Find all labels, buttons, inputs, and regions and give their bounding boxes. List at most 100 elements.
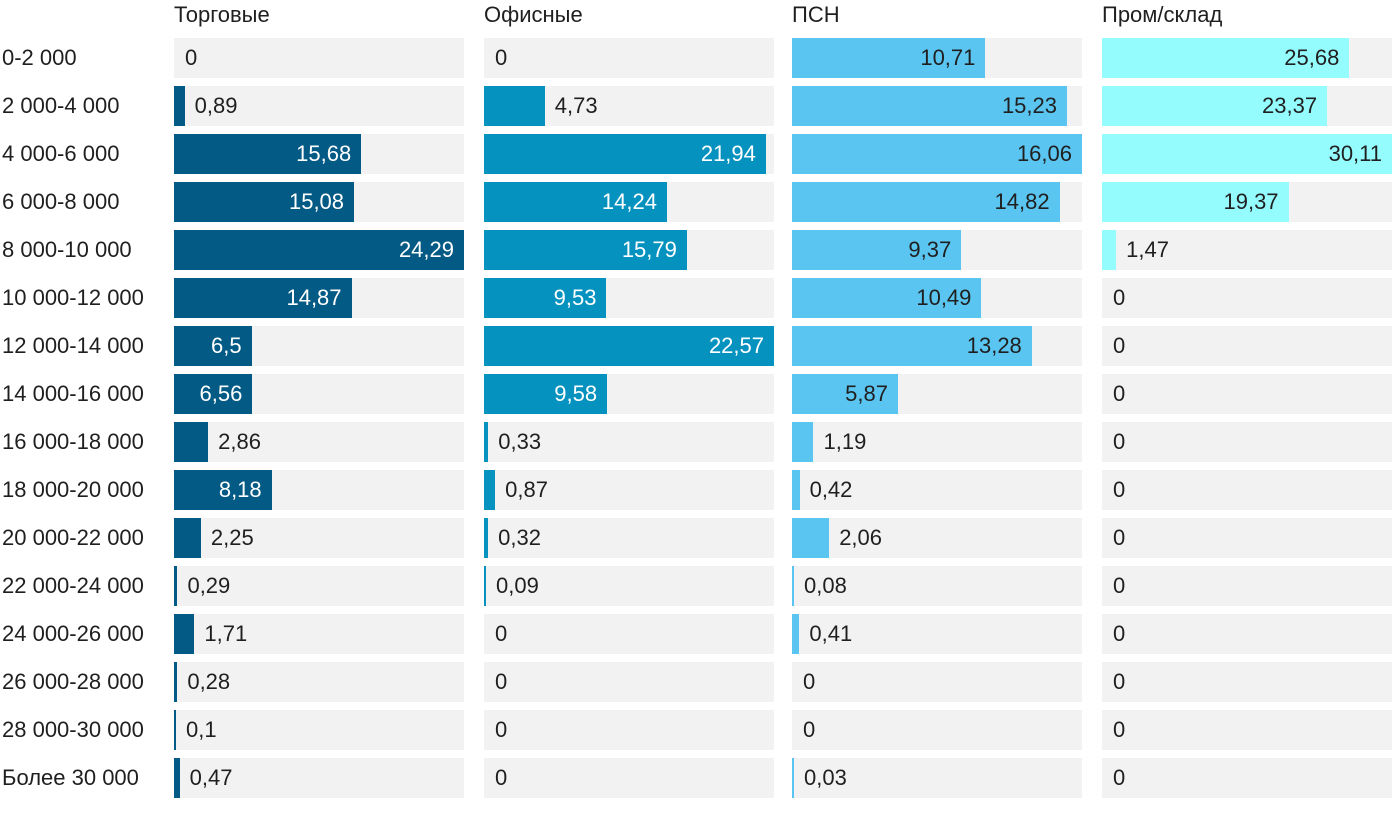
bar — [174, 230, 464, 270]
series-title-1: Торговые — [174, 2, 270, 27]
data-label: 0,1 — [186, 717, 217, 742]
category-label: 18 000-20 000 — [2, 477, 144, 502]
data-label: 2,86 — [218, 429, 261, 454]
data-label: 0 — [1113, 333, 1126, 358]
data-label: 15,79 — [621, 237, 677, 262]
data-label: 9,58 — [554, 381, 598, 406]
bar — [174, 710, 176, 750]
bar-track: 6,5 — [174, 326, 464, 366]
data-label: 0 — [1113, 573, 1126, 598]
data-label: 30,11 — [1328, 141, 1382, 166]
bar-track: 10,71 — [792, 38, 1082, 78]
data-label: 1,19 — [823, 429, 867, 454]
bar-track: 23,37 — [1102, 86, 1392, 126]
data-label: 0 — [1113, 429, 1126, 454]
bar — [792, 38, 986, 78]
data-label: 0 — [495, 669, 508, 694]
data-label: 0 — [495, 621, 508, 646]
data-label: 0 — [495, 765, 508, 790]
bar-track: 15,23 — [792, 86, 1082, 126]
data-label: 25,68 — [1284, 45, 1340, 70]
bar-track: 5,87 — [792, 374, 1082, 414]
data-label: 14,87 — [286, 285, 342, 310]
category-label: Более 30 000 — [2, 765, 139, 790]
category-label: 4 000-6 000 — [2, 141, 120, 166]
bar — [484, 230, 687, 270]
data-label: 6,5 — [211, 333, 242, 358]
data-label: 0 — [495, 45, 508, 70]
bar-track: 1,47 — [1102, 230, 1392, 270]
bar — [174, 470, 272, 510]
bar-track: 30,11 — [1102, 134, 1392, 174]
data-label: 9,37 — [908, 237, 952, 262]
bar — [174, 758, 180, 798]
data-label: 0,47 — [189, 765, 233, 790]
category-label: 28 000-30 000 — [2, 717, 144, 742]
data-label: 15,08 — [288, 189, 345, 214]
bar-track: 0 — [484, 614, 774, 654]
category-label: 6 000-8 000 — [2, 189, 120, 214]
bar-track: 0 — [1102, 422, 1392, 462]
data-label: 0,32 — [498, 525, 541, 550]
bar — [1102, 86, 1328, 126]
data-label: 15,68 — [296, 141, 352, 166]
data-label: 15,23 — [1001, 93, 1057, 118]
bar — [792, 566, 794, 606]
data-label: 8,18 — [218, 477, 262, 502]
bar-track: 0 — [484, 662, 774, 702]
series-title-3: ПСН — [792, 2, 840, 27]
data-label: 0,28 — [187, 669, 231, 694]
data-label: 0,03 — [804, 765, 847, 790]
category-label: 20 000-22 000 — [2, 525, 144, 550]
bar-track: 0,32 — [484, 518, 774, 558]
bar-track: 0,89 — [174, 86, 464, 126]
data-label: 2,25 — [210, 525, 254, 550]
bar — [174, 518, 201, 558]
series-title-4: Пром/склад — [1102, 2, 1223, 27]
bar-track: 0 — [1102, 518, 1392, 558]
bar — [484, 182, 667, 222]
bar-track: 9,53 — [484, 278, 774, 318]
bar — [174, 614, 195, 654]
bar — [792, 182, 1060, 222]
data-label: 0,87 — [505, 477, 548, 502]
bar — [792, 326, 1032, 366]
category-label: 0-2 000 — [2, 45, 77, 70]
bar-track: 0,1 — [174, 710, 464, 750]
bar-track: 15,79 — [484, 230, 774, 270]
category-label: 26 000-28 000 — [2, 669, 144, 694]
data-label: 0 — [803, 717, 816, 742]
bar-track: 22,57 — [484, 326, 774, 366]
bar — [1102, 182, 1289, 222]
bar — [792, 470, 800, 510]
category-label: 16 000-18 000 — [2, 429, 144, 454]
data-label: 0 — [1113, 477, 1126, 502]
bar — [484, 134, 766, 174]
bar — [792, 374, 898, 414]
data-label: 0,89 — [194, 93, 238, 118]
category-label: 22 000-24 000 — [2, 573, 144, 598]
category-label: 24 000-26 000 — [2, 621, 144, 646]
data-label: 14,82 — [994, 189, 1050, 214]
bar — [792, 134, 1082, 174]
bar-track: 0 — [792, 662, 1082, 702]
bar — [174, 278, 352, 318]
data-label: 9,53 — [553, 285, 597, 310]
data-label: 4,73 — [554, 93, 598, 118]
bar-track: 0,87 — [484, 470, 774, 510]
bar — [174, 86, 185, 126]
data-label: 0 — [1113, 765, 1126, 790]
bar-track: 15,68 — [174, 134, 464, 174]
bar — [792, 86, 1067, 126]
bar — [174, 374, 253, 414]
data-label: 0 — [803, 669, 816, 694]
bar-track: 0 — [1102, 326, 1392, 366]
data-label: 0,08 — [804, 573, 847, 598]
bar — [1102, 134, 1392, 174]
bar-track: 0,08 — [792, 566, 1082, 606]
data-label: 19,37 — [1223, 189, 1279, 214]
category-label: 12 000-14 000 — [2, 333, 144, 358]
data-label: 23,37 — [1262, 93, 1318, 118]
bar-track: 0 — [484, 758, 774, 798]
bar-track: 0,42 — [792, 470, 1082, 510]
